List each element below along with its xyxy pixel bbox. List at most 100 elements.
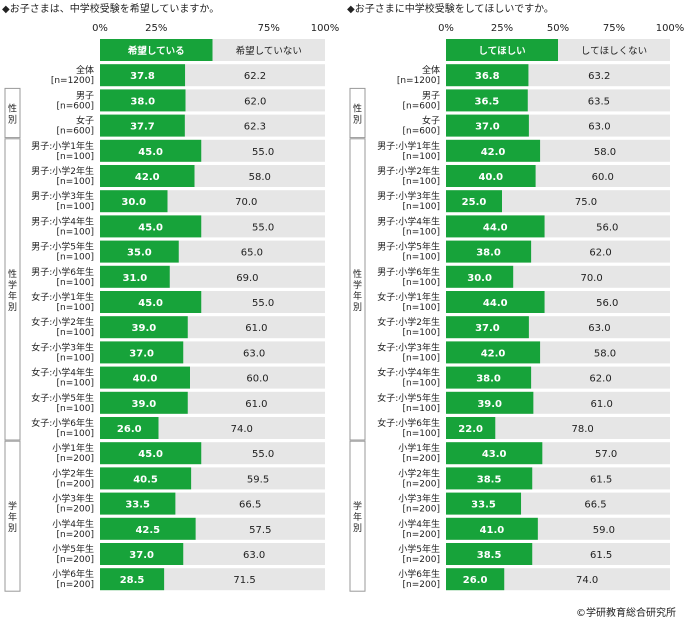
bar-positive: [446, 391, 534, 414]
data-label-negative: 63.2: [588, 71, 610, 82]
group-label-char: 別: [353, 523, 362, 534]
row-n-label: [n=200]: [403, 505, 440, 515]
data-label-negative: 70.0: [580, 273, 602, 284]
row-n-label: [n=100]: [57, 379, 94, 389]
row-label: 小学5年生: [52, 543, 94, 555]
row-label: 男子:小学3年生: [31, 190, 94, 202]
row-label: 男子:小学3年生: [377, 190, 440, 202]
row-label: 女子:小学1年生: [31, 291, 94, 303]
row-n-label: [n=600]: [403, 127, 440, 137]
chart-title: ◆お子さまは、中学校受験を希望していますか。: [2, 2, 219, 15]
group-label-char: 別: [8, 302, 17, 313]
row-label: 小学3年生: [398, 493, 440, 505]
row-label: 女子:小学3年生: [31, 341, 94, 353]
data-label-negative: 59.5: [247, 474, 269, 485]
row-label: 女子:小学3年生: [377, 341, 440, 353]
data-label-negative: 63.0: [588, 122, 610, 133]
group-bracket: [349, 87, 366, 139]
group-bracket: [4, 87, 21, 139]
data-label-positive: 42.0: [481, 348, 506, 359]
bar-positive: [100, 467, 192, 490]
bar-positive: [446, 165, 536, 187]
data-label-negative: 59.0: [593, 525, 615, 536]
x-tick-label: 0%: [92, 23, 108, 34]
data-label-positive: 40.5: [133, 474, 158, 485]
row-n-label: [n=100]: [403, 404, 440, 414]
data-label-positive: 26.0: [463, 575, 488, 586]
data-label-positive: 30.0: [121, 197, 146, 208]
data-label-positive: 38.5: [477, 550, 502, 561]
bar-positive: [100, 139, 202, 162]
row-label: 小学6年生: [398, 568, 440, 580]
bar-positive: [446, 417, 496, 439]
row-label: 男子:小学4年生: [31, 215, 94, 227]
row-label: 男子:小学1年生: [31, 140, 94, 152]
row-n-label: [n=200]: [57, 555, 94, 565]
row-n-label: [n=100]: [57, 152, 94, 162]
group-bracket: [4, 440, 21, 592]
legend-label: してほしい: [478, 46, 525, 57]
data-label-negative: 66.5: [239, 500, 261, 511]
data-label-positive: 28.5: [120, 575, 145, 586]
row-n-label: [n=100]: [57, 202, 94, 212]
data-label-positive: 37.0: [475, 323, 500, 334]
data-label-positive: 37.0: [129, 348, 154, 359]
data-label-negative: 65.0: [241, 248, 263, 259]
data-label-positive: 44.0: [483, 298, 508, 309]
row-label: 女子:小学2年生: [377, 316, 440, 328]
row-n-label: [n=100]: [57, 404, 94, 414]
data-label-positive: 44.0: [483, 222, 508, 233]
data-label-positive: 43.0: [482, 449, 507, 460]
data-label-positive: 25.0: [462, 197, 487, 208]
row-n-label: [n=1200]: [397, 76, 440, 86]
data-label-positive: 22.0: [458, 424, 483, 435]
bar-positive: [100, 366, 190, 389]
legend-swatch-want: [446, 39, 558, 61]
data-label-positive: 39.0: [132, 399, 157, 410]
row-label: 男子: [422, 90, 440, 101]
group-label-char: 性: [8, 103, 17, 115]
data-label-negative: 62.2: [244, 71, 266, 82]
row-n-label: [n=600]: [403, 101, 440, 111]
data-label-negative: 55.0: [252, 449, 274, 460]
data-label-positive: 37.7: [130, 122, 155, 133]
data-label-positive: 38.5: [477, 474, 502, 485]
row-label: 小学5年生: [398, 543, 440, 555]
data-label-negative: 71.5: [233, 575, 255, 586]
row-label: 男子:小学6年生: [31, 266, 94, 278]
row-n-label: [n=100]: [403, 202, 440, 212]
data-label-negative: 55.0: [252, 147, 274, 158]
data-label-negative: 62.0: [244, 96, 266, 107]
data-label-negative: 62.0: [589, 374, 611, 385]
row-label: 男子:小学2年生: [31, 165, 94, 177]
group-label-char: 年: [353, 290, 362, 302]
data-label-positive: 33.5: [471, 500, 496, 511]
data-label-negative: 75.0: [575, 197, 597, 208]
row-n-label: [n=100]: [57, 227, 94, 237]
row-n-label: [n=100]: [57, 177, 94, 187]
data-label-positive: 33.5: [125, 500, 150, 511]
bar-positive: [100, 517, 196, 540]
data-label-positive: 38.0: [130, 96, 155, 107]
row-label: 小学1年生: [52, 442, 94, 454]
data-label-negative: 56.0: [596, 298, 618, 309]
data-label-positive: 40.0: [133, 374, 158, 385]
data-label-negative: 78.0: [572, 424, 594, 435]
group-label-char: 性: [353, 268, 362, 280]
row-label: 男子:小学6年生: [377, 266, 440, 278]
group-label-char: 学: [353, 500, 362, 512]
bar-positive: [446, 139, 541, 162]
row-n-label: [n=200]: [57, 479, 94, 489]
data-label-positive: 45.0: [138, 449, 163, 460]
bar-positive: [446, 467, 533, 490]
data-label-positive: 37.0: [129, 550, 154, 561]
row-n-label: [n=200]: [57, 530, 94, 540]
legend-label: 希望していない: [236, 45, 302, 57]
row-n-label: [n=100]: [403, 227, 440, 237]
data-label-negative: 60.0: [592, 172, 614, 183]
group-label-char: 年: [8, 290, 17, 302]
data-label-positive: 26.0: [117, 424, 142, 435]
bar-positive: [100, 165, 195, 187]
data-label-negative: 61.0: [591, 399, 613, 410]
data-label-negative: 58.0: [249, 172, 271, 183]
